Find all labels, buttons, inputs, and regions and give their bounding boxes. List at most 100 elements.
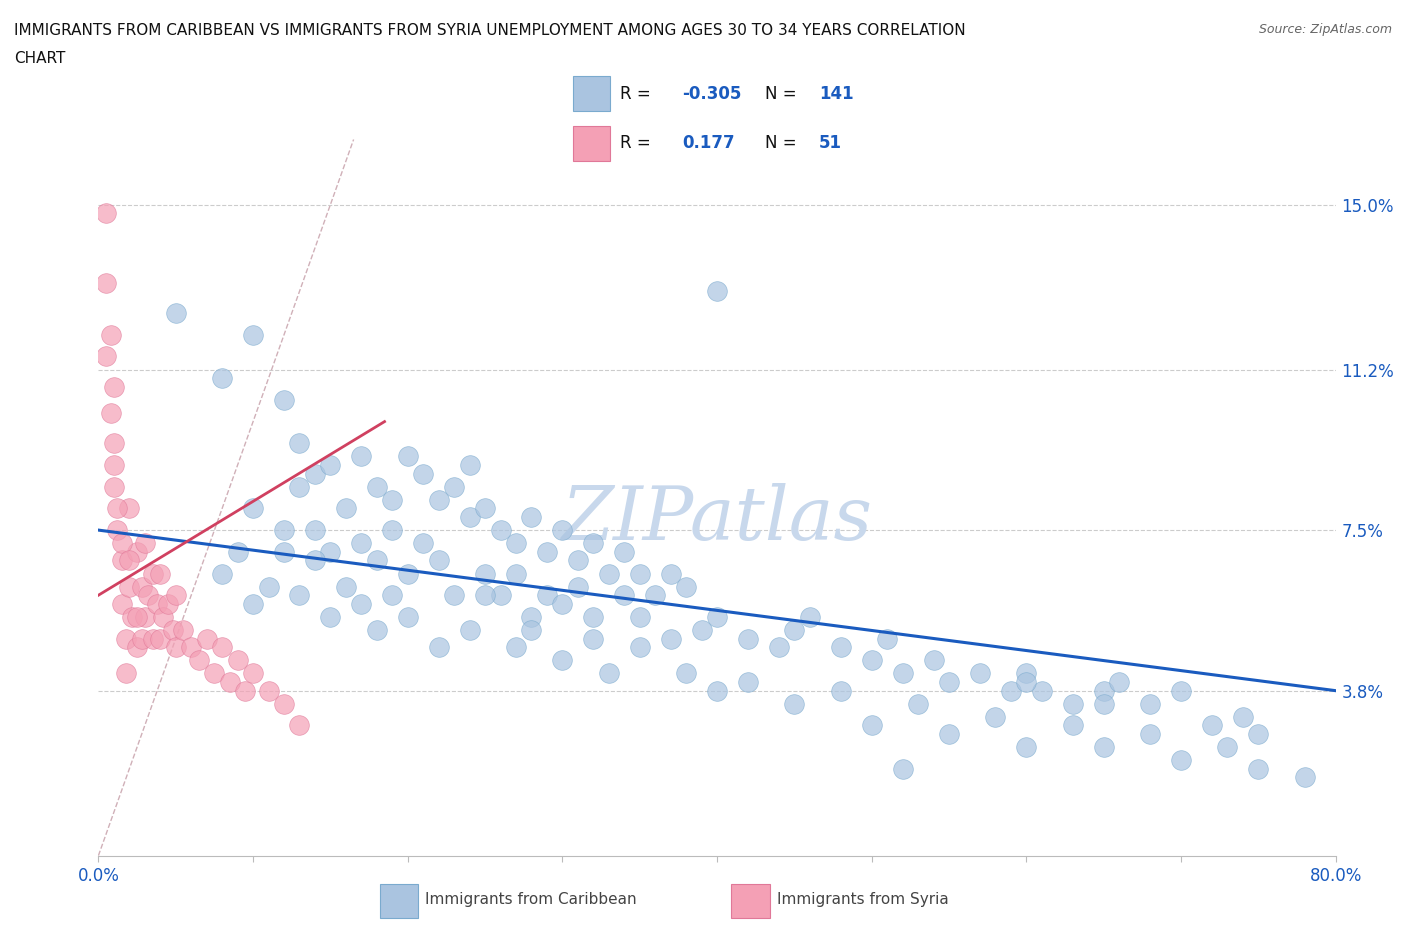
Point bbox=[134, 536, 156, 551]
Point bbox=[103, 458, 125, 472]
Point bbox=[1108, 674, 1130, 689]
Point bbox=[304, 466, 326, 481]
Point bbox=[396, 449, 419, 464]
Point bbox=[165, 306, 187, 321]
Point bbox=[319, 458, 342, 472]
Point bbox=[134, 609, 156, 624]
Point bbox=[830, 684, 852, 698]
Point bbox=[768, 640, 790, 655]
Text: N =: N = bbox=[765, 134, 801, 153]
Point bbox=[142, 631, 165, 646]
Point bbox=[737, 631, 759, 646]
Point bbox=[427, 553, 450, 568]
Point bbox=[938, 726, 960, 741]
Point bbox=[551, 653, 574, 668]
Point bbox=[103, 479, 125, 494]
Point bbox=[799, 609, 821, 624]
Bar bbox=[572, 76, 610, 111]
Point bbox=[242, 666, 264, 681]
Point bbox=[598, 666, 620, 681]
Point bbox=[257, 684, 280, 698]
Point bbox=[783, 697, 806, 711]
Point bbox=[860, 718, 883, 733]
Point bbox=[1062, 718, 1084, 733]
Point bbox=[127, 609, 149, 624]
Point bbox=[598, 566, 620, 581]
Point bbox=[319, 544, 342, 559]
Point bbox=[458, 622, 481, 637]
Point bbox=[381, 523, 404, 538]
Point bbox=[242, 596, 264, 611]
Point bbox=[103, 436, 125, 451]
Point bbox=[103, 379, 125, 394]
Point bbox=[737, 674, 759, 689]
Point bbox=[381, 492, 404, 507]
Point bbox=[273, 544, 295, 559]
Point bbox=[219, 674, 242, 689]
Point bbox=[366, 479, 388, 494]
Point bbox=[613, 588, 636, 603]
Point bbox=[211, 371, 233, 386]
Point bbox=[675, 666, 697, 681]
Point bbox=[335, 579, 357, 594]
Text: Immigrants from Syria: Immigrants from Syria bbox=[778, 892, 949, 908]
Point bbox=[1092, 739, 1115, 754]
Point bbox=[474, 588, 496, 603]
Point bbox=[582, 631, 605, 646]
Point bbox=[273, 697, 295, 711]
Point bbox=[226, 653, 249, 668]
Point bbox=[551, 596, 574, 611]
Point bbox=[412, 466, 434, 481]
Point bbox=[136, 588, 159, 603]
Text: -0.305: -0.305 bbox=[682, 85, 741, 103]
Point bbox=[1201, 718, 1223, 733]
Point bbox=[1139, 726, 1161, 741]
Point bbox=[520, 510, 543, 525]
Point bbox=[489, 588, 512, 603]
Point bbox=[969, 666, 991, 681]
Point bbox=[567, 553, 589, 568]
Bar bbox=[572, 126, 610, 162]
Point bbox=[115, 631, 138, 646]
Point bbox=[235, 684, 257, 698]
Point bbox=[1170, 684, 1192, 698]
Point bbox=[1232, 710, 1254, 724]
Point bbox=[1062, 697, 1084, 711]
Point bbox=[152, 609, 174, 624]
Point bbox=[96, 206, 118, 220]
Point bbox=[366, 622, 388, 637]
Point bbox=[891, 666, 914, 681]
Point bbox=[706, 609, 728, 624]
Point bbox=[165, 640, 187, 655]
Point bbox=[443, 588, 465, 603]
Point bbox=[458, 510, 481, 525]
Point bbox=[1092, 684, 1115, 698]
Y-axis label: Unemployment Among Ages 30 to 34 years: Unemployment Among Ages 30 to 34 years bbox=[0, 338, 7, 658]
Point bbox=[938, 674, 960, 689]
Point bbox=[1170, 752, 1192, 767]
Point bbox=[659, 631, 682, 646]
Point bbox=[396, 609, 419, 624]
Point bbox=[582, 536, 605, 551]
Point bbox=[1294, 770, 1316, 785]
Point bbox=[1015, 666, 1038, 681]
Text: 141: 141 bbox=[818, 85, 853, 103]
Text: 0.177: 0.177 bbox=[682, 134, 735, 153]
Point bbox=[226, 544, 249, 559]
Point bbox=[536, 588, 558, 603]
Point bbox=[628, 640, 651, 655]
Point bbox=[1015, 739, 1038, 754]
Point bbox=[100, 327, 122, 342]
Point bbox=[131, 631, 153, 646]
Point bbox=[628, 566, 651, 581]
Point bbox=[105, 501, 128, 516]
Text: R =: R = bbox=[620, 85, 655, 103]
Point bbox=[628, 609, 651, 624]
Point bbox=[131, 579, 153, 594]
Point bbox=[304, 523, 326, 538]
Point bbox=[675, 579, 697, 594]
Bar bbox=[380, 884, 419, 918]
Point bbox=[381, 588, 404, 603]
Point bbox=[505, 566, 527, 581]
Point bbox=[1247, 762, 1270, 777]
